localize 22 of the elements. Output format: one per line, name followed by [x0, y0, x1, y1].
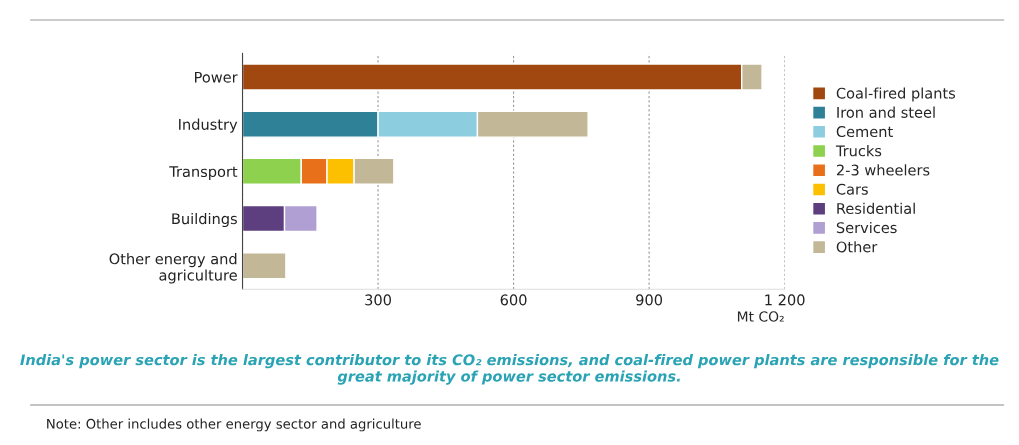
legend-label: Coal-fired plants [836, 87, 956, 102]
legend-label: Other [836, 241, 878, 253]
text: Note: Other includes other energy sector and agriculture [47, 418, 421, 432]
text: India's power sector is the largest contributor to its CO₂ emissions, and coal-fired power plants are responsible for the great majority of power sector emissions. [20, 354, 999, 385]
legend-label: Trucks [835, 145, 882, 157]
legend-label: Services [836, 221, 897, 234]
legend-label: Iron and steel [837, 106, 935, 118]
legend-label: 2-3 wheelers [836, 164, 930, 176]
legend-label: Cars [836, 183, 868, 195]
y-tick-label: Power [195, 71, 238, 83]
y-tick-label: Buildings [172, 212, 237, 228]
bar [242, 251, 287, 280]
y-tick-label: Industry [179, 118, 238, 133]
x-tick-label: 900 [636, 294, 663, 306]
legend-label: Cement [836, 126, 893, 138]
x-tick-label: 1 200 [765, 294, 805, 306]
y-tick-label: Transport [169, 166, 238, 180]
x-tick-label: 300 [365, 294, 391, 306]
x-tick-label: 600 [500, 294, 527, 306]
x-axis-title: Mt CO₂ [737, 311, 784, 322]
y-tick-label: Other energy and agriculture [109, 253, 237, 284]
legend-label: Residential [837, 202, 915, 214]
